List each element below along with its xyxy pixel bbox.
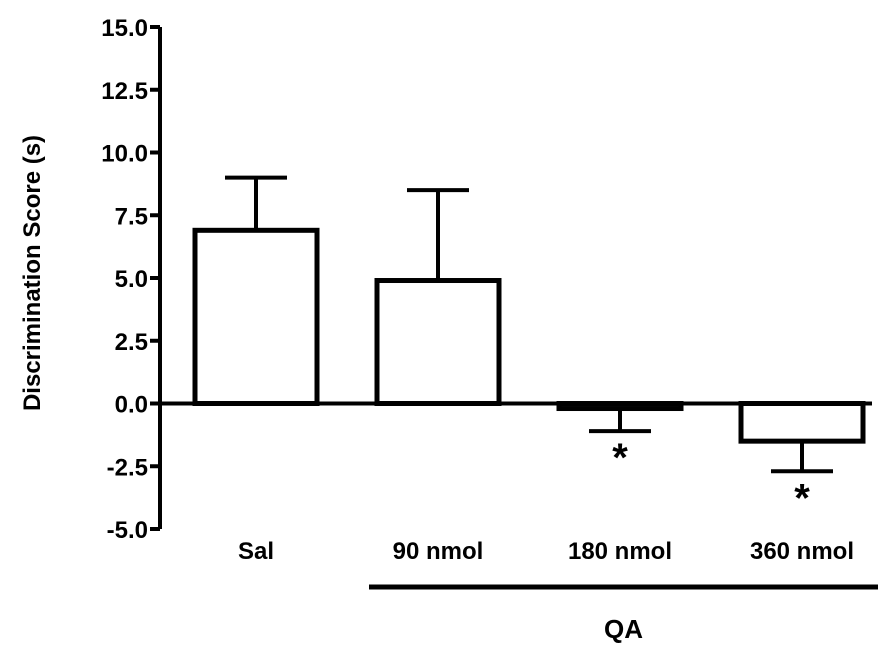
significance-marker: * xyxy=(612,436,628,480)
y-tick-label: 15.0 xyxy=(101,15,148,42)
x-category-label: 90 nmol xyxy=(393,538,484,565)
y-tick-label: 7.5 xyxy=(115,203,148,230)
y-tick-label: 12.5 xyxy=(101,78,148,105)
x-category-label: 180 nmol xyxy=(568,538,672,565)
bar xyxy=(374,278,502,407)
x-category-label: Sal xyxy=(238,538,274,565)
y-tick-label: 10.0 xyxy=(101,141,148,168)
bar xyxy=(192,227,320,406)
bars-layer: ** xyxy=(192,175,866,520)
y-tick-label: 0.0 xyxy=(115,392,148,419)
y-tick-label: 2.5 xyxy=(115,329,148,356)
significance-marker: * xyxy=(794,476,810,520)
y-tick-label: -2.5 xyxy=(107,454,148,481)
x-labels-layer: Sal 90 nmol 180 nmol 360 nmol xyxy=(238,538,854,565)
y-axis-label: Discrimination Score (s) xyxy=(19,135,46,411)
group-label: QA xyxy=(604,614,643,644)
x-category-label: 360 nmol xyxy=(750,538,854,565)
bar xyxy=(738,401,866,444)
y-ticks-layer: 15.0 12.5 10.0 7.5 5.0 2.5 0.0 -2.5 -5.0 xyxy=(101,15,160,544)
y-tick-label: 5.0 xyxy=(115,266,148,293)
y-tick-label: -5.0 xyxy=(107,517,148,544)
